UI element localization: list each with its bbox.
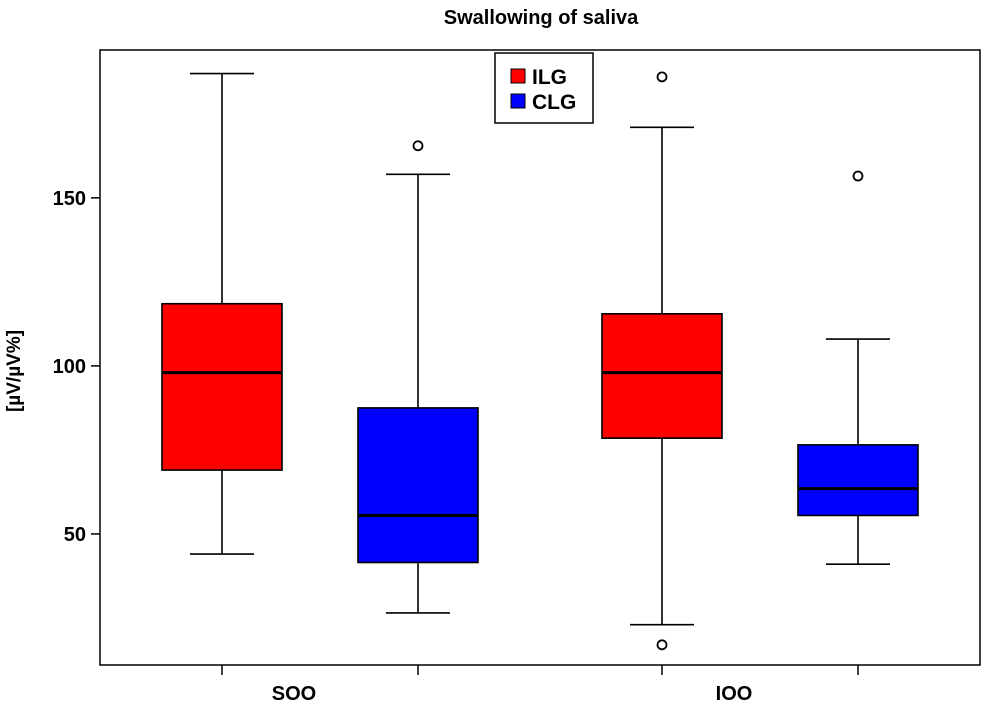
chart-title: Swallowing of saliva <box>444 7 639 29</box>
outlier-point <box>656 71 668 83</box>
box-group-clg-ioo <box>797 170 919 565</box>
legend-swatch-ilg <box>510 68 526 84</box>
outlier-point <box>412 140 424 152</box>
box-iqr <box>797 444 919 517</box>
box-group-ilg-ioo <box>601 71 723 651</box>
y-tick-label: 100 <box>53 356 86 378</box>
plot-frame <box>99 49 981 666</box>
box-group-clg-soo <box>357 140 479 614</box>
outlier-point <box>852 170 864 182</box>
axes-layer: 50 100 150 SOO IOO <box>53 188 859 705</box>
box-iqr <box>161 302 283 471</box>
box-iqr <box>601 313 723 439</box>
y-tick-label: 150 <box>53 188 86 210</box>
legend-label-ilg: ILG <box>532 66 567 89</box>
y-tick-label: 50 <box>64 524 86 546</box>
box-iqr <box>357 407 479 564</box>
x-category-label: IOO <box>716 683 753 705</box>
outlier-point <box>656 639 668 651</box>
legend-box <box>494 52 594 124</box>
boxes-layer <box>161 71 919 651</box>
x-category-label: SOO <box>272 683 316 705</box>
legend: ILG CLG <box>494 52 594 124</box>
legend-label-clg: CLG <box>532 91 576 114</box>
legend-swatch-clg <box>510 93 526 109</box>
y-axis-label: [µV/µV%] <box>4 330 25 412</box>
box-group-ilg-soo <box>161 72 283 555</box>
